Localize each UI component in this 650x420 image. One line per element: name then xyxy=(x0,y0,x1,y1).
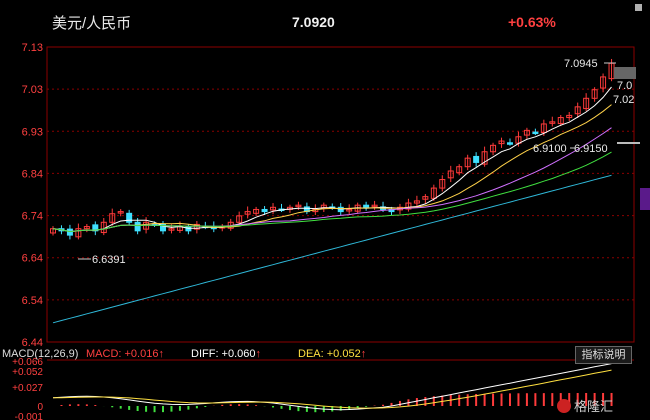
candle-up xyxy=(168,228,175,231)
mid-price-label-right: 6.9150 xyxy=(574,143,608,155)
diff-arrow-icon: ↑ xyxy=(255,348,262,360)
macd-y-tick-label: +0.027 xyxy=(12,383,43,394)
dea-arrow-icon: ↑ xyxy=(360,348,367,360)
candle-up xyxy=(193,223,200,230)
candle-up xyxy=(346,208,353,212)
diff-line xyxy=(52,363,612,411)
candle-up xyxy=(490,144,497,153)
candle-up xyxy=(83,226,90,230)
price-change: +0.63% xyxy=(508,14,556,30)
dea-value-text: DEA: +0.052 xyxy=(298,348,361,360)
watermark-logo-icon xyxy=(557,399,571,413)
candle-up xyxy=(574,106,581,115)
macd-y-tick-label: -0.001 xyxy=(15,412,44,420)
y-tick-label: 6.44 xyxy=(22,337,43,349)
candle-up xyxy=(523,129,530,136)
candle-up xyxy=(244,211,251,215)
macd-legend: MACD(12,26,9) MACD: +0.016↑ DIFF: +0.060… xyxy=(0,345,650,363)
candle-up xyxy=(295,204,302,208)
candle-up xyxy=(549,121,556,124)
y-tick-label: 6.74 xyxy=(22,211,43,223)
candle-up xyxy=(600,76,607,89)
candle-up xyxy=(583,97,590,110)
low-price-label: 6.6391 xyxy=(92,254,126,266)
candle-down xyxy=(473,155,480,163)
ma30-line xyxy=(52,151,612,233)
candle-up xyxy=(270,206,277,211)
candle-down xyxy=(532,131,539,135)
candle-up xyxy=(236,215,243,223)
candle-up xyxy=(109,213,116,223)
diff-value-text: DIFF: +0.060 xyxy=(191,348,256,360)
ma10-line xyxy=(52,104,612,233)
candle-up xyxy=(447,170,454,179)
candle-up xyxy=(405,202,412,210)
candle-up xyxy=(566,114,573,119)
candle-down xyxy=(160,223,167,232)
side-panel-tab[interactable] xyxy=(640,188,650,210)
candle-down xyxy=(66,228,73,236)
dea-line xyxy=(52,369,612,409)
candle-up xyxy=(481,151,488,165)
corner-marker-icon xyxy=(635,4,642,11)
instrument-title: 美元/人民币 xyxy=(52,15,132,32)
macd-y-tick-label: 0 xyxy=(37,402,43,413)
candle-down xyxy=(261,208,268,213)
watermark-text: 格隆汇 xyxy=(574,399,614,414)
candle-up xyxy=(464,157,471,168)
candle-up xyxy=(498,140,505,145)
indicator-help-button[interactable]: 指标说明 xyxy=(575,346,632,364)
price-tag-2: 7.02 xyxy=(613,94,634,106)
candle-up xyxy=(117,211,124,214)
candle-up xyxy=(439,179,446,189)
candle-down xyxy=(363,204,370,208)
candle-up xyxy=(540,123,547,134)
candle-down xyxy=(134,221,141,232)
price-tag-1: 7.0 xyxy=(617,80,632,92)
candle-up xyxy=(456,166,463,174)
macd-value: MACD: +0.016↑ xyxy=(86,348,164,360)
last-price-tag xyxy=(614,67,636,79)
ma60-line xyxy=(52,174,612,324)
ma5-line xyxy=(52,86,612,233)
candle-down xyxy=(126,212,133,223)
candle-up xyxy=(422,196,429,200)
macd-arrow-icon: ↑ xyxy=(158,348,164,360)
macd-y-tick-label: +0.066 xyxy=(12,357,43,368)
macd-params: MACD(12,26,9) xyxy=(2,348,79,360)
candle-up xyxy=(413,200,420,204)
diff-value: DIFF: +0.060↑ xyxy=(191,348,261,360)
candle-up xyxy=(253,208,260,214)
candle-up xyxy=(371,204,378,208)
high-price-label: 7.0945 xyxy=(564,58,598,70)
last-price: 7.0920 xyxy=(292,14,335,30)
candle-up xyxy=(591,89,598,99)
candle-up xyxy=(557,117,564,125)
macd-value-text: MACD: +0.016 xyxy=(86,348,159,360)
watermark: 格隆汇 xyxy=(557,396,613,415)
y-tick-label: 6.64 xyxy=(22,253,43,265)
dea-value: DEA: +0.052↑ xyxy=(298,348,366,360)
y-tick-label: 6.93 xyxy=(22,126,43,138)
plot-frame xyxy=(46,46,635,343)
y-tick-label: 6.54 xyxy=(22,295,43,307)
y-tick-label: 7.13 xyxy=(22,42,43,54)
y-tick-label: 7.03 xyxy=(22,84,43,96)
chart-header: 美元/人民币 7.0920 +0.63% xyxy=(0,0,650,42)
mid-price-label-left: 6.9100 xyxy=(533,143,567,155)
macd-y-tick-label: +0.052 xyxy=(12,367,43,378)
candle-up xyxy=(430,187,437,199)
y-tick-label: 6.84 xyxy=(22,168,43,180)
candle-up xyxy=(75,228,82,238)
candle-down xyxy=(506,142,513,145)
